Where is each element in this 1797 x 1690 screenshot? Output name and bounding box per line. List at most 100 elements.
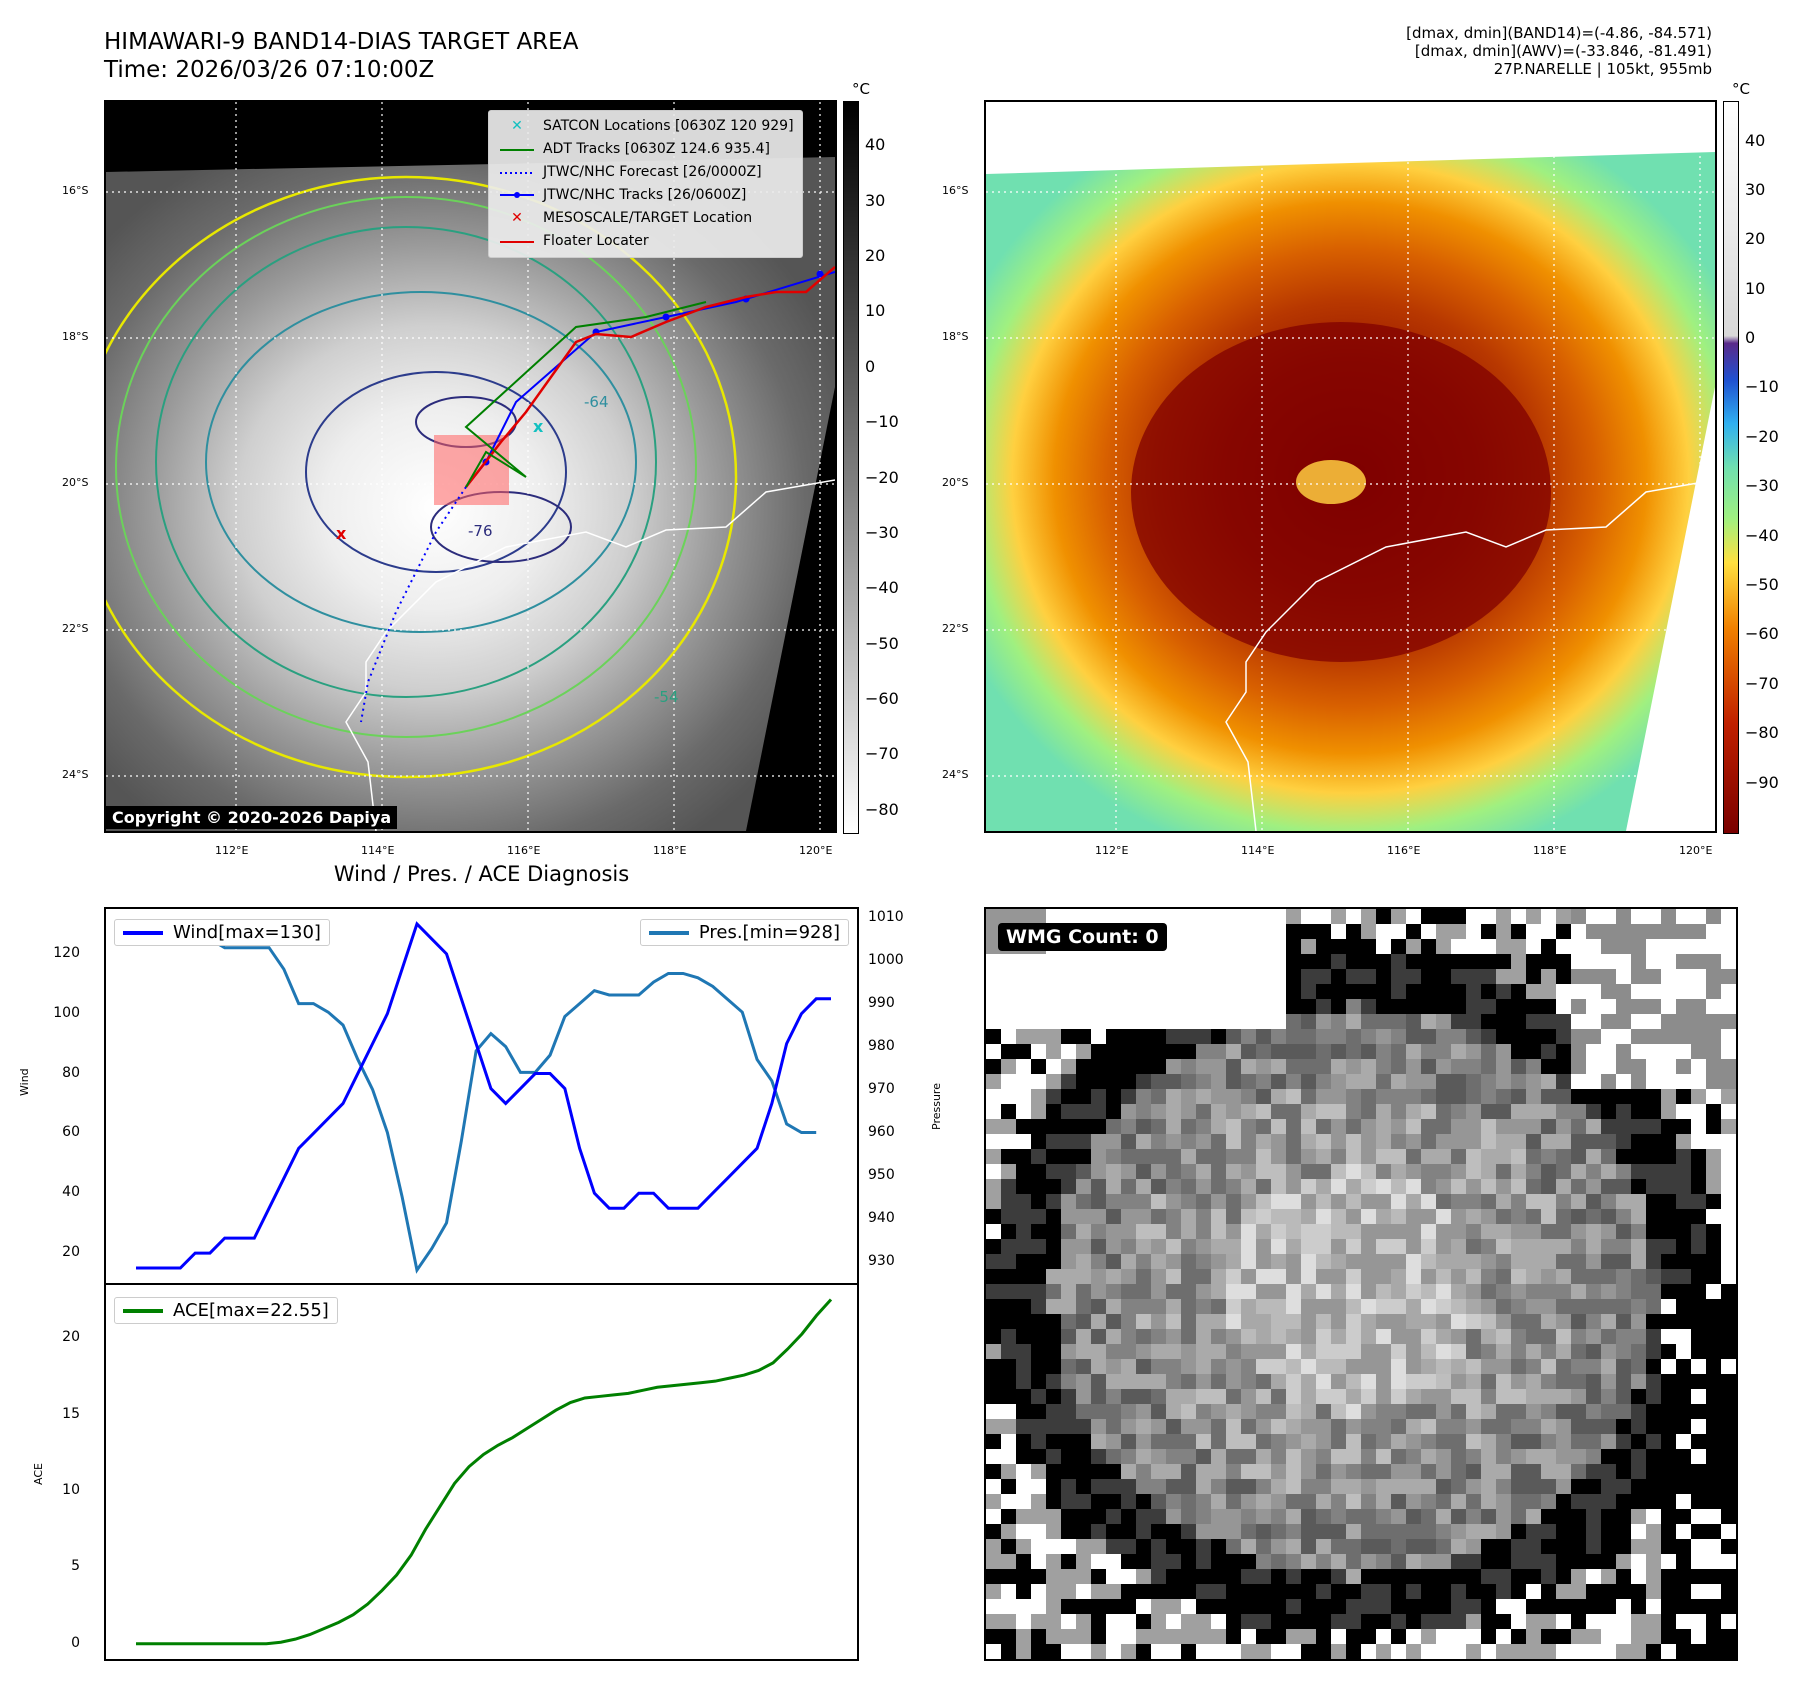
colorbar-right <box>1723 101 1739 834</box>
adt-line-icon <box>497 138 537 161</box>
colorbar-left-tick: −60 <box>865 689 899 709</box>
lon-label: 116°E <box>507 844 541 857</box>
contour-label-76: -76 <box>468 522 493 540</box>
lon-label: 120°E <box>1679 844 1713 857</box>
colorbar-right-tick: −90 <box>1745 772 1779 792</box>
legend-item-jtwc-forecast: JTWC/NHC Forecast [26/0000Z] <box>497 161 794 184</box>
pressure-line-icon <box>648 930 689 935</box>
ace-axis-label: ACE <box>32 1463 45 1485</box>
lon-label: 112°E <box>215 844 249 857</box>
wind-line-icon <box>123 930 163 935</box>
floater-line-icon <box>497 230 537 253</box>
ace-plot <box>136 1298 833 1646</box>
lat-label: 16°S <box>942 184 969 197</box>
line-dot-icon <box>497 184 537 207</box>
info-awv-range: [dmax, dmin](AWV)=(-33.846, -81.491) <box>1414 42 1712 60</box>
legend-item-mesoscale: ✕ MESOSCALE/TARGET Location <box>497 207 794 230</box>
ace-legend-label: ACE[max=22.55] <box>173 1300 329 1321</box>
info-storm: 27P.NARELLE | 105kt, 955mb <box>1493 60 1712 78</box>
awv-map-grid <box>986 102 1715 831</box>
info-band14-range: [dmax, dmin](BAND14)=(-4.86, -84.571) <box>1406 24 1712 42</box>
wind-tick: 120 <box>53 944 80 961</box>
lat-label: 18°S <box>62 330 89 343</box>
copyright-badge: Copyright © 2020-2026 Dapiya <box>106 806 398 829</box>
pressure-tick: 960 <box>868 1123 895 1140</box>
pressure-legend-label: Pres.[min=928] <box>698 922 840 943</box>
dotted-line-icon <box>497 161 537 184</box>
wind-pressure-chart: Wind[max=130] Pres.[min=928] <box>104 907 859 1285</box>
wind-tick: 80 <box>62 1064 80 1081</box>
colorbar-left-tick: −30 <box>865 522 899 542</box>
wmg-count-badge: WMG Count: 0 <box>998 923 1167 951</box>
wmg-pixel-grid <box>986 909 1736 1659</box>
legend-label: ADT Tracks [0630Z 124.6 935.4] <box>543 141 770 157</box>
colorbar-right-tick: −80 <box>1745 723 1779 743</box>
wmg-panel: WMG Count: 0 <box>984 907 1738 1661</box>
colorbar-left-tick: −70 <box>865 744 899 764</box>
lon-label: 118°E <box>653 844 687 857</box>
colorbar-right-tick: −30 <box>1745 476 1779 496</box>
lat-label: 16°S <box>62 184 89 197</box>
colorbar-left-tick: −10 <box>865 412 899 432</box>
mesoscale-target-marker: x <box>336 524 347 543</box>
lon-label: 116°E <box>1387 844 1421 857</box>
ace-tick: 5 <box>71 1558 80 1575</box>
legend-label: JTWC/NHC Forecast [26/0000Z] <box>543 164 762 180</box>
lon-label: 112°E <box>1095 844 1129 857</box>
legend-label: Floater Locater <box>543 233 649 249</box>
ir-map-panel: x x -76 -64 -54 Copyright © 2020-2026 Da… <box>104 100 837 833</box>
awv-map-image <box>986 102 1715 831</box>
jtwc-forecast-track <box>360 486 467 723</box>
colorbar-left-tick: 40 <box>865 135 886 155</box>
pressure-series-line <box>136 920 817 1274</box>
colorbar-right-tick: −10 <box>1745 377 1779 397</box>
mesoscale-x-icon: ✕ <box>511 210 523 226</box>
colorbar-left-tick: −20 <box>865 467 899 487</box>
ace-chart: ACE[max=22.55] <box>104 1283 859 1661</box>
legend-item-jtwc-tracks: JTWC/NHC Tracks [26/0600Z] <box>497 184 794 207</box>
lat-label: 22°S <box>942 622 969 635</box>
figure-title-line2: Time: 2026/03/26 07:10:00Z <box>104 57 435 83</box>
pressure-tick: 990 <box>868 994 895 1011</box>
figure-title-line1: HIMAWARI-9 BAND14-DIAS TARGET AREA <box>104 29 579 55</box>
colorbar-left-tick: 20 <box>865 246 886 266</box>
pressure-axis-label: Pressure <box>930 1083 943 1130</box>
colorbar-right-tick: 10 <box>1745 278 1766 298</box>
lon-label: 120°E <box>799 844 833 857</box>
colorbar-right-tick: −40 <box>1745 525 1779 545</box>
pressure-legend: Pres.[min=928] <box>639 919 849 946</box>
lat-label: 24°S <box>62 768 89 781</box>
colorbar-left-tick: 0 <box>865 356 876 376</box>
adt-track <box>464 301 707 488</box>
colorbar-right-tick: 30 <box>1745 179 1766 199</box>
lon-label: 114°E <box>361 844 395 857</box>
pressure-tick: 940 <box>868 1209 895 1226</box>
lat-label: 20°S <box>62 476 89 489</box>
pressure-tick: 930 <box>868 1252 895 1269</box>
ace-tick: 0 <box>71 1634 80 1651</box>
colorbar-right-tick: 40 <box>1745 130 1766 150</box>
diagnosis-title: Wind / Pres. / ACE Diagnosis <box>333 862 630 886</box>
lon-label: 114°E <box>1241 844 1275 857</box>
pressure-tick: 1000 <box>868 951 904 968</box>
awv-map-panel <box>984 100 1717 833</box>
ace-tick: 10 <box>62 1482 80 1499</box>
awv-coastline <box>1225 479 1715 831</box>
ace-tick: 20 <box>62 1329 80 1346</box>
satcon-x-icon: ✕ <box>511 118 523 134</box>
lat-label: 24°S <box>942 768 969 781</box>
lon-label: 118°E <box>1533 844 1567 857</box>
pressure-tick: 980 <box>868 1037 895 1054</box>
wind-legend-label: Wind[max=130] <box>173 922 321 943</box>
colorbar-left-tick: −50 <box>865 633 899 653</box>
info-block: [dmax, dmin](BAND14)=(-4.86, -84.571) [d… <box>1406 24 1712 78</box>
ace-line-icon <box>123 1308 163 1313</box>
colorbar-right-tick: −50 <box>1745 575 1779 595</box>
wind-tick: 40 <box>62 1184 80 1201</box>
ace-legend: ACE[max=22.55] <box>114 1297 338 1324</box>
wind-legend: Wind[max=130] <box>114 919 330 946</box>
wind-tick: 60 <box>62 1124 80 1141</box>
floater-locater-track <box>465 266 835 488</box>
contour-label-54: -54 <box>654 688 679 706</box>
colorbar-left-unit: °C <box>852 80 870 98</box>
